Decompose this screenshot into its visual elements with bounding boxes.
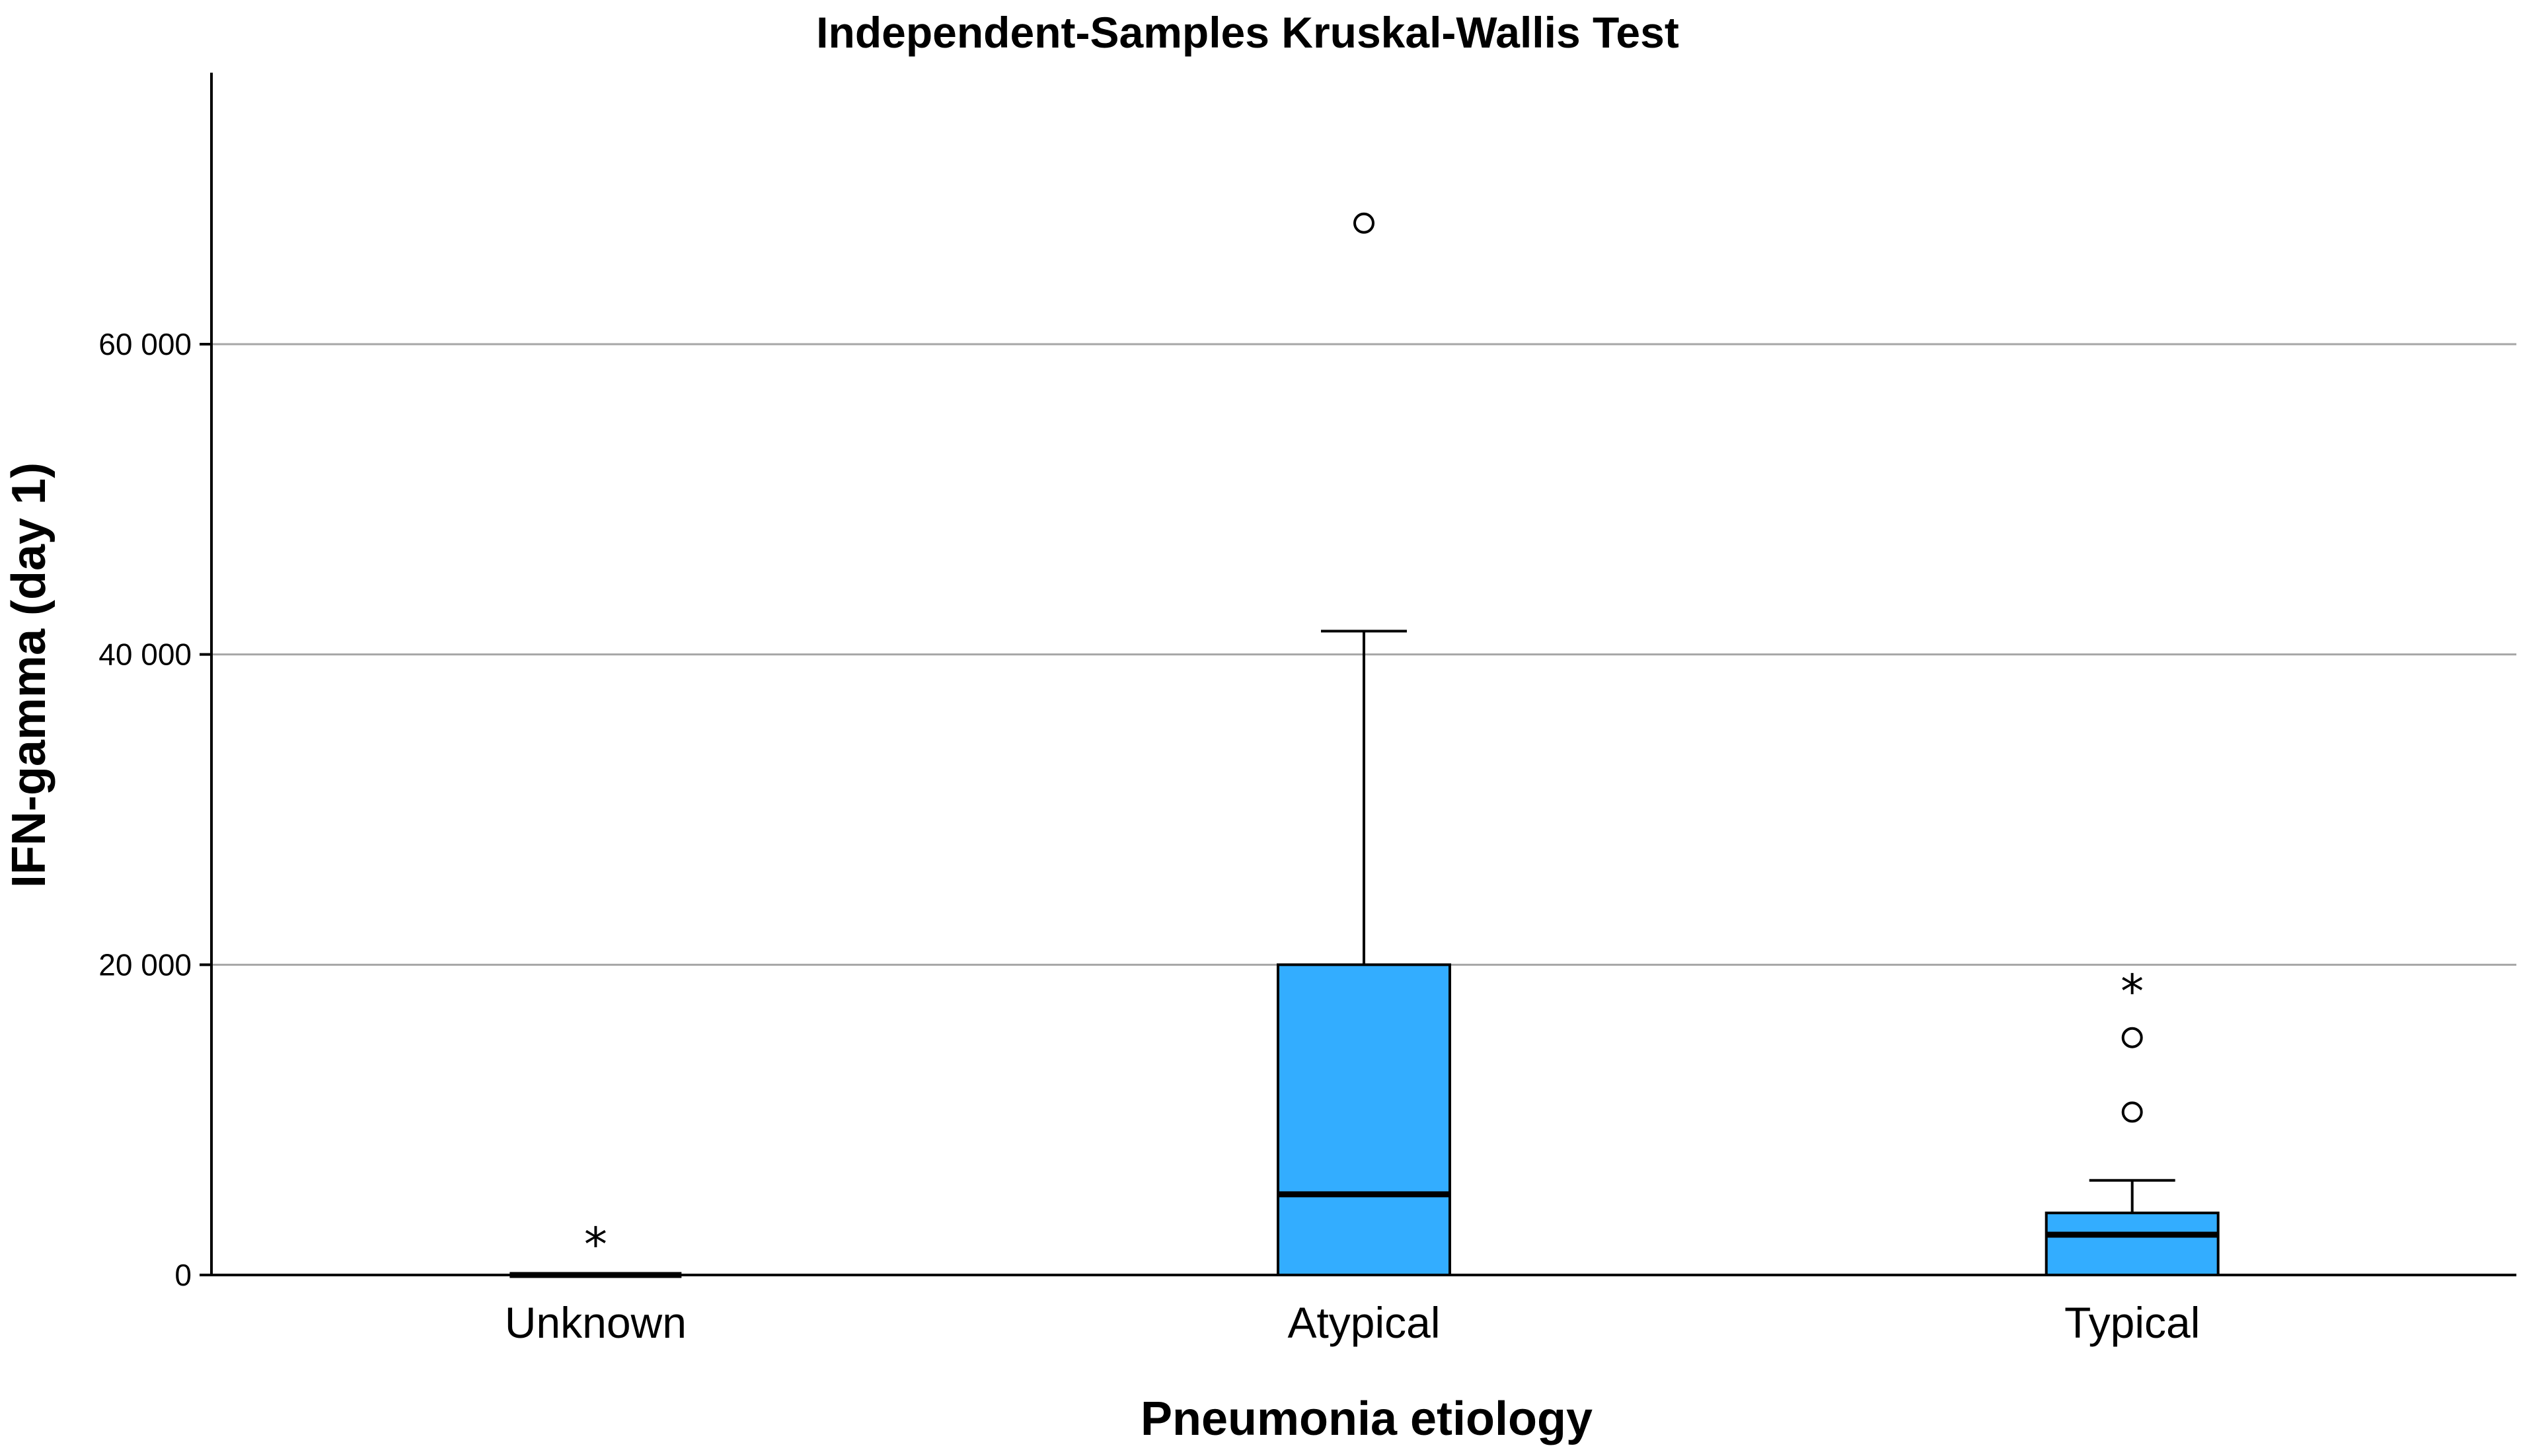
extreme-point: * [584,1218,607,1272]
y-tick-label: 40 000 [98,637,192,672]
y-tick-label: 60 000 [98,327,192,361]
extreme-point: * [2121,965,2144,1019]
y-tick-label: 20 000 [98,947,192,982]
x-tick-labels: Unknown Atypical Typical [505,1298,2201,1347]
x-tick-label: Unknown [505,1298,687,1347]
y-tick-labels: 0 20 000 40 000 60 000 [98,327,211,1292]
chart-title: Independent-Samples Kruskal-Wallis Test [816,8,1679,57]
y-tick-label: 0 [174,1258,192,1292]
box [2045,1212,2220,1277]
x-axis-title: Pneumonia etiology [1141,1393,1593,1445]
outlier-point [2121,1027,2143,1048]
outlier-point [2121,1101,2143,1123]
outlier-point [1353,212,1374,234]
box-group-atypical [1277,212,1451,1277]
x-tick-label: Atypical [1287,1298,1440,1347]
y-axis-title: IFN-gamma (day 1) [3,462,56,888]
box-group-typical: * [2045,965,2220,1277]
box [1277,963,1451,1277]
x-tick-label: Typical [2064,1298,2200,1347]
